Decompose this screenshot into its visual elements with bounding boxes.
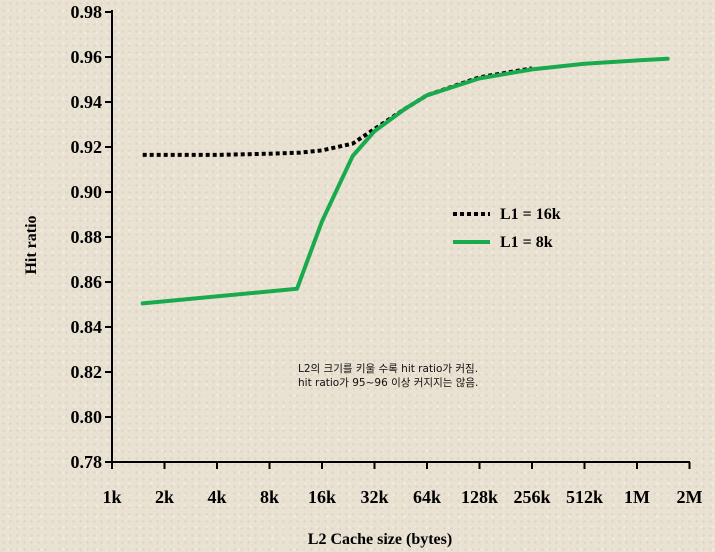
axes xyxy=(111,10,690,463)
annotation-line-1: L2의 크기를 키울 수록 hit ratio가 커짐. xyxy=(298,363,479,375)
y-tick-label: 0.80 xyxy=(71,407,103,427)
x-tick-label: 1M xyxy=(624,487,650,507)
y-tick-label: 0.94 xyxy=(71,92,103,112)
x-tick-label: 16k xyxy=(308,487,336,507)
x-tick-label: 32k xyxy=(360,487,388,507)
legend-label-1: L1 = 16k xyxy=(500,206,561,223)
x-tick-label: 64k xyxy=(413,487,441,507)
x-tick-label: 2M xyxy=(677,487,703,507)
x-tick-label: 8k xyxy=(260,487,279,507)
y-tick-label: 0.98 xyxy=(71,2,103,22)
y-tick-label: 0.88 xyxy=(71,227,103,247)
x-tick-labels: 1k 2k 4k 8k 16k 32k 64k 128k 256k 512k 1M 2M xyxy=(102,462,703,507)
y-tick-labels: 0.78 0.80 0.82 0.84 0.86 0.88 0.90 0.92 0.94 0.96… xyxy=(71,2,112,472)
x-tick-label: 512k xyxy=(566,487,603,507)
x-axis-title: L2 Cache size (bytes) xyxy=(308,531,452,548)
x-tick-label: 128k xyxy=(461,487,498,507)
y-tick-label: 0.82 xyxy=(71,362,103,382)
legend-label-2: L1 = 8k xyxy=(500,234,553,251)
x-tick-label: 2k xyxy=(155,487,174,507)
y-tick-label: 0.96 xyxy=(71,47,103,67)
y-tick-label: 0.86 xyxy=(71,272,103,292)
y-tick-label: 0.90 xyxy=(71,182,103,202)
series-line-2 xyxy=(140,56,670,306)
x-tick-label: 256k xyxy=(513,487,550,507)
y-tick-label: 0.92 xyxy=(71,137,103,157)
x-tick-label: 1k xyxy=(102,487,121,507)
x-tick-label: 4k xyxy=(207,487,226,507)
y-tick-label: 0.84 xyxy=(71,317,103,337)
y-axis-title: Hit ratio xyxy=(23,215,40,274)
annotation-line-2: hit ratio가 95~96 이상 커지지는 않음. xyxy=(298,377,479,389)
legend: L1 = 16k L1 = 8k xyxy=(453,206,561,251)
annotation: L2의 크기를 키울 수록 hit ratio가 커짐. hit ratio가 … xyxy=(298,362,478,390)
series-lines xyxy=(140,56,670,306)
y-tick-label: 0.78 xyxy=(71,452,103,472)
